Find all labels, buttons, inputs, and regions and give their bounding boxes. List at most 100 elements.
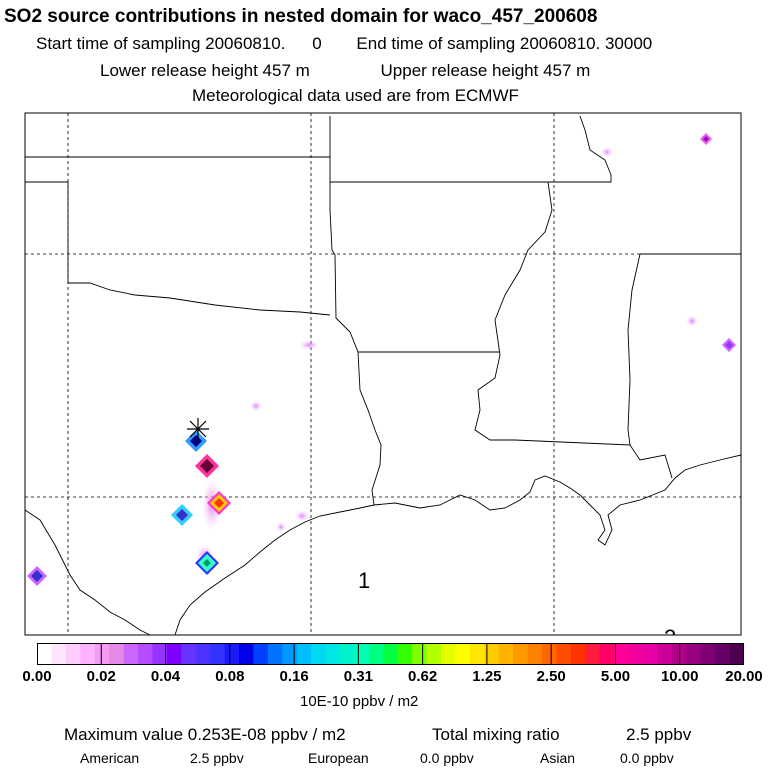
- source-marker: [195, 454, 219, 478]
- colorbar-swatch: [383, 643, 399, 665]
- release-heights: Lower release height 457 m Upper release…: [100, 61, 590, 81]
- map-frame: [24, 112, 742, 636]
- colorbar-swatch: [527, 643, 543, 665]
- colorbar-tick-label: 5.00: [600, 668, 631, 685]
- colorbar-swatch: [296, 643, 312, 665]
- faint-spot: [276, 522, 286, 532]
- colorbar-swatch: [340, 643, 356, 665]
- colorbar-swatch: [498, 643, 514, 665]
- colorbar-swatch: [210, 643, 226, 665]
- colorbar-tick-label: 0.04: [150, 668, 181, 685]
- colorbar-swatch: [412, 643, 428, 665]
- source-marker: [207, 491, 231, 515]
- colorbar-swatch: [94, 643, 110, 665]
- mexico-border: [24, 509, 151, 636]
- asian-value: 0.0 ppbv: [620, 750, 674, 766]
- colorbar-swatch: [224, 643, 240, 665]
- colorbar-swatch: [570, 643, 586, 665]
- colorbar-swatch: [166, 643, 182, 665]
- source-marker: [195, 551, 219, 575]
- colorbar-swatch: [311, 643, 327, 665]
- colorbar-swatch: [599, 643, 615, 665]
- max-value: Maximum value 0.253E-08 ppbv / m2: [64, 725, 346, 744]
- region-label-2: 2: [664, 625, 676, 650]
- european-value: 0.0 ppbv: [420, 750, 474, 766]
- colorbar-swatch: [51, 643, 67, 665]
- colorbar-swatch: [354, 643, 370, 665]
- source-marker: [700, 133, 712, 145]
- faint-spot: [299, 340, 319, 350]
- source-marker: [27, 566, 47, 586]
- source-marker: [185, 430, 207, 452]
- map-title: SO2 source contributions in nested domai…: [4, 6, 598, 27]
- start-time-value: 0: [312, 34, 322, 53]
- colorbar-swatch: [729, 643, 744, 665]
- start-time: Start time of sampling 20060810.: [36, 34, 286, 53]
- total-mixing-label: Total mixing ratio: [432, 725, 560, 744]
- colorbar-tick-label: 2.50: [536, 668, 566, 685]
- colorbar-tick-label: 1.25: [472, 668, 502, 685]
- source-marker: [171, 504, 193, 526]
- faint-spot: [601, 147, 613, 157]
- gulf-coastline: [174, 454, 742, 636]
- faint-spot: [686, 315, 698, 327]
- colorbar: [37, 643, 744, 665]
- colorbar-tick-label: 0.62: [408, 668, 438, 685]
- colorbar-swatch: [715, 643, 731, 665]
- end-time: End time of sampling 20060810. 30000: [356, 34, 653, 53]
- colorbar-swatch: [455, 643, 471, 665]
- colorbar-swatch: [109, 643, 125, 665]
- colorbar-swatch: [628, 643, 644, 665]
- colorbar-swatch: [441, 643, 457, 665]
- colorbar-swatch: [368, 643, 384, 665]
- release-site-icon: [187, 418, 209, 440]
- colorbar-swatch: [282, 643, 298, 665]
- state-borders: [25, 115, 741, 506]
- colorbar-tick-label: 0.00: [22, 668, 52, 685]
- colorbar-swatch: [152, 643, 168, 665]
- colorbar-tick-label: 20.00: [725, 668, 763, 685]
- colorbar-units: 10E-10 ppbv / m2: [300, 693, 419, 710]
- colorbar-tick-label: 0.16: [279, 668, 309, 685]
- colorbar-swatch: [181, 643, 197, 665]
- colorbar-labels: 0.00 0.02 0.04 0.08 0.16 0.31 0.62 1.25 2.50 5.00…: [0, 668, 768, 690]
- upper-release-height: Upper release height 457 m: [380, 61, 591, 80]
- colorbar-swatch: [397, 643, 413, 665]
- colorbar-swatch: [123, 643, 139, 665]
- colorbar-swatch: [239, 643, 255, 665]
- total-mixing-value: 2.5 ppbv: [626, 725, 692, 744]
- colorbar-swatch: [195, 643, 211, 665]
- american-label: American: [80, 750, 140, 766]
- colorbar-tick-label: 10.00: [660, 668, 699, 685]
- colorbar-swatch: [686, 643, 702, 665]
- source-marker: [722, 338, 736, 352]
- region-label-1: 1: [358, 568, 370, 593]
- colorbar-swatch: [643, 643, 659, 665]
- colorbar-swatch: [556, 643, 572, 665]
- colorbar-tick-label: 0.02: [86, 668, 116, 685]
- colorbar-swatch: [253, 643, 269, 665]
- lower-release-height: Lower release height 457 m: [100, 61, 310, 80]
- asian-label: Asian: [540, 750, 576, 766]
- met-data-source: Meteorological data used are from ECMWF: [192, 86, 519, 105]
- colorbar-swatch: [80, 643, 96, 665]
- colorbar-swatch: [138, 643, 154, 665]
- colorbar-tick-label: 0.31: [343, 668, 373, 685]
- colorbar-swatch: [37, 643, 53, 665]
- colorbar-swatch: [426, 643, 442, 665]
- faint-spot: [250, 400, 262, 412]
- colorbar-swatch: [484, 643, 500, 665]
- colorbar-swatch: [657, 643, 673, 665]
- colorbar-swatch: [325, 643, 341, 665]
- colorbar-swatch: [700, 643, 716, 665]
- american-value: 2.5 ppbv: [190, 750, 244, 766]
- colorbar-swatch: [585, 643, 601, 665]
- colorbar-swatch: [542, 643, 558, 665]
- colorbar-tick-label: 0.08: [215, 668, 245, 685]
- colorbar-swatch: [469, 643, 485, 665]
- colorbar-swatch: [267, 643, 283, 665]
- sampling-times: Start time of sampling 20060810. 0 End t…: [36, 34, 652, 54]
- colorbar-swatch: [513, 643, 529, 665]
- colorbar-swatch: [614, 643, 630, 665]
